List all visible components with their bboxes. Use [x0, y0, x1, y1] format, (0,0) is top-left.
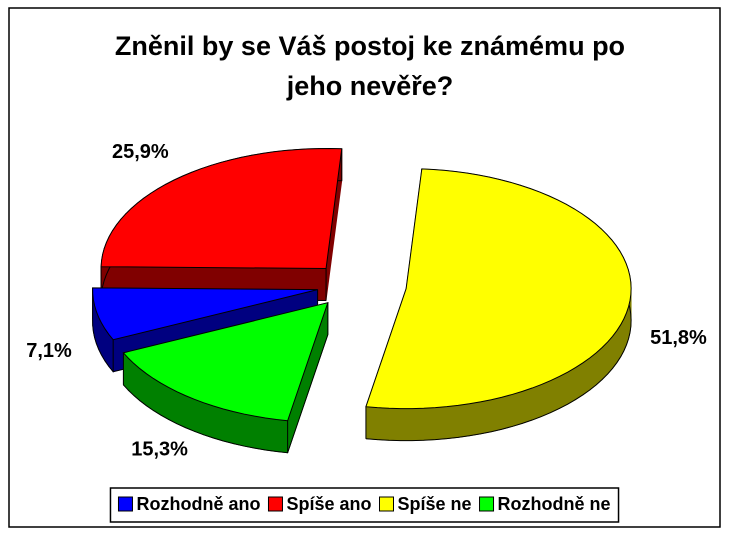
legend-swatch [479, 496, 495, 512]
legend-swatch [117, 496, 133, 512]
slice-side [541, 379, 552, 418]
slice-side [582, 357, 591, 396]
slice-side [108, 333, 114, 373]
slice-side [550, 375, 560, 414]
slice-side [400, 408, 413, 441]
slice-side [222, 408, 234, 445]
slice-side [243, 413, 256, 449]
data-label: 25,9% [112, 141, 169, 163]
slice-side [160, 382, 170, 421]
legend-label: Spíše ne [398, 494, 472, 514]
slice-side [575, 362, 584, 401]
slice-side [501, 393, 513, 430]
slice-side [595, 346, 603, 386]
legend-box [109, 487, 620, 523]
data-label: 7,1% [26, 340, 72, 362]
chart-title: Zněnil by se Váš postoj ke známému po je… [114, 31, 626, 101]
slice-side [601, 340, 609, 381]
slice-side [276, 419, 289, 454]
slice-side [423, 407, 436, 441]
slice-side [176, 391, 186, 429]
slice-side [254, 415, 266, 451]
slice-side [589, 351, 597, 391]
slice-side [480, 399, 492, 435]
slice-side [104, 327, 110, 368]
slice-side [468, 401, 481, 437]
slice [365, 168, 632, 442]
legend-label: Spíše ano [286, 494, 371, 514]
slice-side [434, 406, 448, 441]
legend-swatch [379, 496, 394, 512]
slice-side [490, 396, 503, 433]
legend-label: Rozhodně ano [136, 494, 260, 514]
slice-top [365, 168, 632, 410]
chart-border [8, 7, 721, 528]
slice-side [233, 411, 245, 447]
slice-side [152, 377, 162, 416]
slice-side [168, 386, 178, 425]
slice-side [457, 403, 470, 438]
data-label: 51,8% [650, 327, 707, 349]
slice-side [265, 417, 277, 452]
slice-side [213, 405, 224, 442]
slice-side [567, 366, 576, 405]
slice-side [185, 395, 195, 432]
slice-side [607, 335, 613, 375]
slice-edge [92, 319, 318, 373]
slice-side [376, 407, 390, 441]
slice-side [558, 371, 569, 410]
slice-top [100, 148, 343, 270]
slice-side [446, 404, 459, 440]
legend-swatch [267, 496, 283, 512]
slice-side [511, 390, 523, 427]
slice-side [203, 402, 214, 439]
slice-side [531, 383, 542, 421]
slice-edge [123, 334, 329, 454]
slice-top [92, 287, 318, 341]
slice-side [521, 387, 533, 424]
slice [122, 301, 329, 454]
slice-side [411, 407, 425, 441]
legend: Rozhodně ano Spíše ano Spíše ne Rozhodně ne [109, 487, 620, 523]
slice-side [388, 407, 401, 441]
slice-side [194, 398, 205, 436]
data-label: 15,3% [131, 439, 188, 461]
legend-label: Rozhodně ne [498, 494, 611, 514]
slice [100, 148, 343, 302]
slice-top [122, 301, 329, 422]
